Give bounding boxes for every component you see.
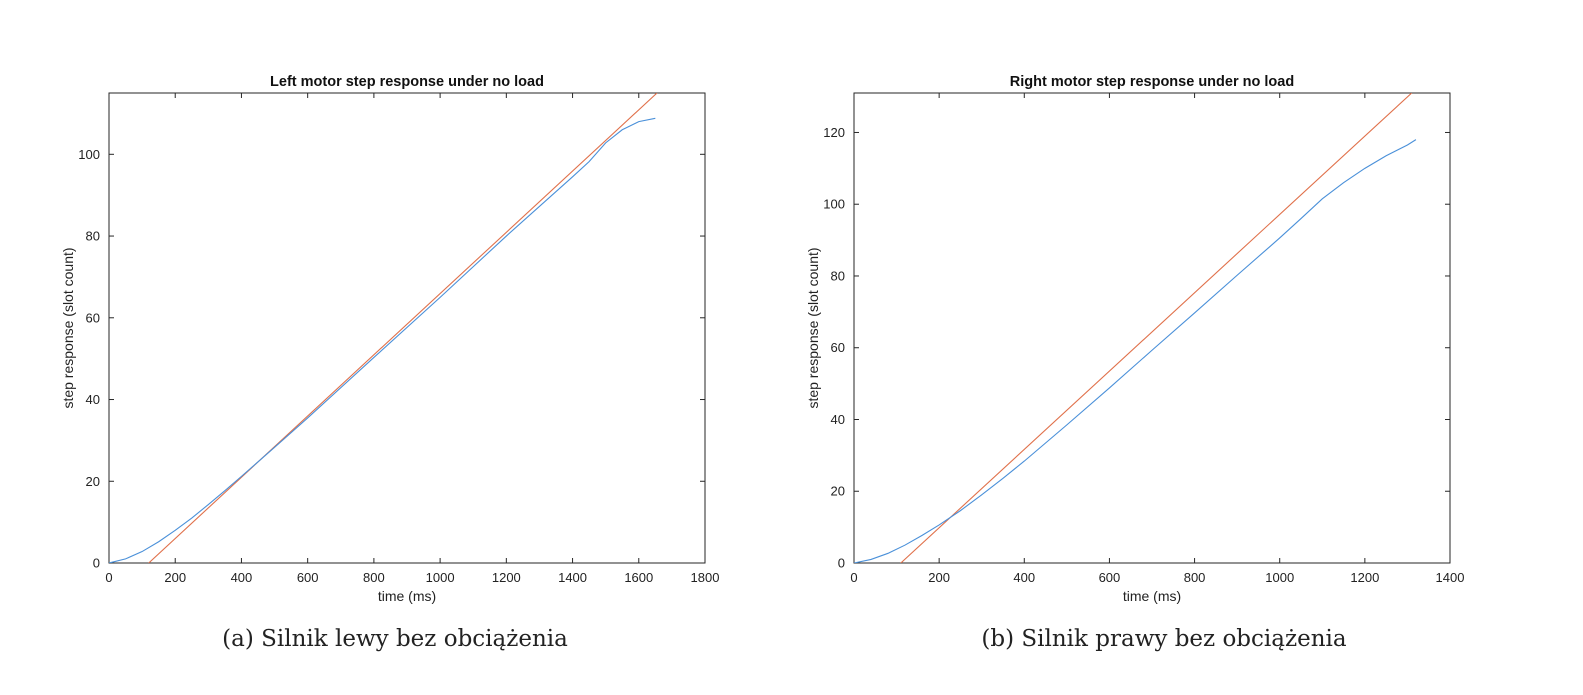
y-axis-label: step response (slot count) xyxy=(60,247,76,408)
x-tick-label: 1400 xyxy=(558,570,587,585)
y-tick-label: 80 xyxy=(86,229,100,244)
x-tick-label: 400 xyxy=(1013,570,1035,585)
x-tick-label: 200 xyxy=(928,570,950,585)
y-tick-label: 100 xyxy=(823,197,845,212)
figure-left-motor: Left motor step response under no load 0 2… xyxy=(0,0,790,695)
x-tick-label: 600 xyxy=(297,570,319,585)
x-tick-label: 200 xyxy=(164,570,186,585)
y-tick-label: 60 xyxy=(831,340,845,355)
caption-right: (b) Silnik prawy bez obciążenia xyxy=(981,626,1347,652)
figure-right-motor: Right motor step response under no load 0… xyxy=(745,0,1583,695)
y-tick-label: 20 xyxy=(86,474,100,489)
caption-left: (a) Silnik lewy bez obciążenia xyxy=(222,626,568,652)
x-tick-label: 600 xyxy=(1099,570,1121,585)
y-tick-label: 40 xyxy=(86,392,100,407)
x-axis-label: time (ms) xyxy=(1123,588,1181,604)
series-measured-line xyxy=(854,139,1417,563)
plot-frame xyxy=(853,92,1451,564)
x-tick-label: 0 xyxy=(105,570,112,585)
x-tick-label: 800 xyxy=(363,570,385,585)
x-tick-label: 400 xyxy=(231,570,253,585)
y-tick-label: 20 xyxy=(831,484,845,499)
y-tick-label: 60 xyxy=(86,310,100,325)
x-tick-label: 1400 xyxy=(1436,570,1465,585)
x-tick-label: 0 xyxy=(850,570,857,585)
chart-title: Right motor step response under no load xyxy=(1010,74,1294,90)
x-tick-label: 1200 xyxy=(1350,570,1379,585)
chart-left-motor: Left motor step response under no load 0 2… xyxy=(60,74,720,604)
x-tick-label: 1200 xyxy=(492,570,521,585)
x-tick-label: 1800 xyxy=(691,570,720,585)
plot-frame xyxy=(108,92,706,564)
y-tick-label: 40 xyxy=(831,412,845,427)
chart-title: Left motor step response under no load xyxy=(270,74,544,90)
y-tick-label: 0 xyxy=(93,556,100,571)
x-tick-label: 1600 xyxy=(624,570,653,585)
series-fit-line xyxy=(148,93,658,563)
y-axis-label: step response (slot count) xyxy=(805,247,821,408)
y-tick-label: 80 xyxy=(831,268,845,283)
x-tick-label: 800 xyxy=(1184,570,1206,585)
x-axis-label: time (ms) xyxy=(378,588,436,604)
y-tick-label: 120 xyxy=(823,125,845,140)
chart-right-motor: Right motor step response under no load 0… xyxy=(805,74,1465,604)
x-tick-label: 1000 xyxy=(1265,570,1294,585)
y-tick-label: 0 xyxy=(838,556,845,571)
x-tick-label: 1000 xyxy=(426,570,455,585)
series-measured-line xyxy=(109,117,656,563)
y-tick-label: 100 xyxy=(78,147,100,162)
series-fit-line xyxy=(900,93,1413,563)
